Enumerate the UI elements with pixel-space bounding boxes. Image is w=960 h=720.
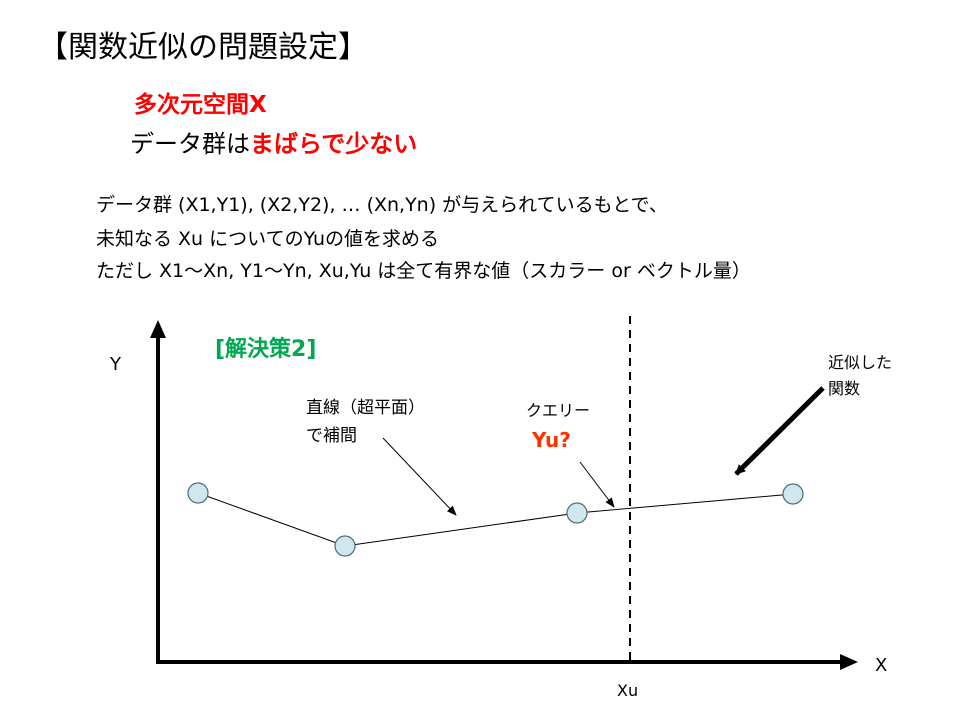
interpolation-line (197, 492, 794, 547)
y-axis-label: Y (110, 354, 121, 375)
subtitle-space: 多次元空間X (134, 92, 267, 118)
problem-line-1: データ群 (X1,Y1), (X2,Y2), … (Xn,Yn) が与えられてい… (96, 194, 668, 216)
data-point-4 (782, 483, 804, 505)
data-point-3 (566, 502, 588, 524)
query-value: Yu? (532, 428, 571, 452)
problem-line-2: 未知なる Xu についてのYuの値を求める (96, 228, 440, 250)
function-annotation-text-1: 近似した (828, 353, 893, 372)
problem-line-3: ただし X1～Xn, Y1～Yn, Xu,Yu は全て有界な値（スカラー or … (96, 260, 751, 282)
line-annotation: 直線（超平面） で補間 (306, 394, 425, 450)
function-annotation: 近似した 関数 (828, 350, 928, 402)
y-axis-arrowhead (150, 320, 166, 338)
function-annotation-text-2: 関数 (828, 379, 861, 398)
subtitle-data-prefix: データ群は (130, 130, 250, 158)
solution-label: [解決策2] (215, 337, 317, 362)
line-annotation-text-2: で補間 (306, 426, 357, 446)
x-axis-label: X (875, 655, 888, 676)
query-annotation: クエリー (526, 401, 591, 420)
function-annotation-arrow (734, 386, 825, 476)
query-annotation-pointer (579, 461, 615, 508)
data-point-1 (187, 482, 209, 504)
line-annotation-text-1: 直線（超平面） (306, 398, 425, 418)
xu-label: Xu (617, 681, 639, 700)
line-annotation-pointer (382, 437, 457, 516)
x-axis-arrowhead (840, 654, 858, 670)
subtitle-data-highlight: まばらで少ない (250, 130, 418, 158)
subtitle-data: データ群はまばらで少ない (130, 126, 417, 162)
data-point-2 (334, 535, 356, 557)
slide-title: 【関数近似の問題設定】 (38, 30, 368, 65)
